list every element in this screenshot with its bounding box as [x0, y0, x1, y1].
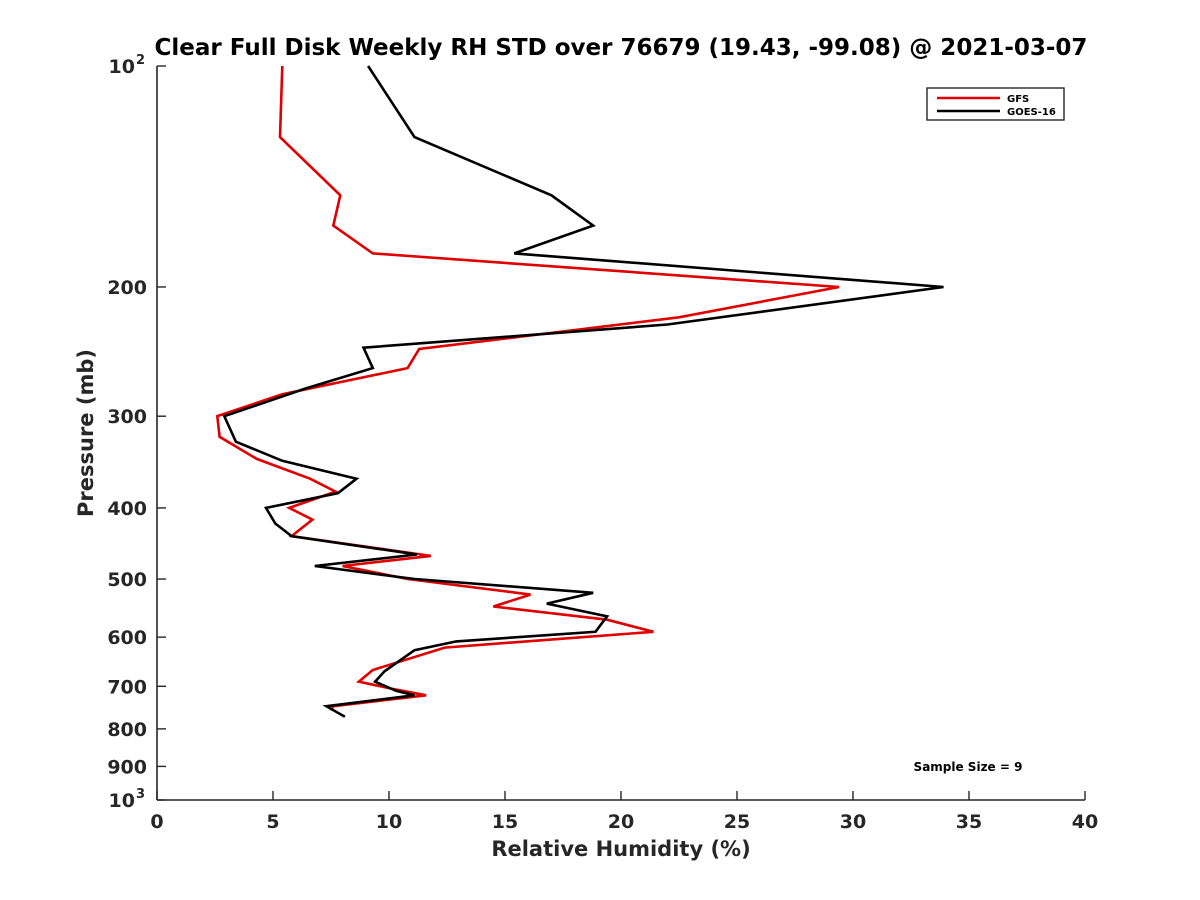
legend-label-gfs: GFS: [1007, 94, 1029, 105]
y-tick-label: 700: [107, 676, 147, 698]
y-tick-label: 900: [107, 756, 147, 778]
legend-box: [926, 87, 1065, 121]
series-line-gfs: [215, 65, 840, 712]
legend-label-goes-16: GOES-16: [1007, 107, 1056, 118]
x-tick-label: 0: [150, 811, 163, 833]
y-tick-exponent: 2: [136, 53, 145, 68]
y-tick-label: 800: [107, 719, 147, 741]
x-tick-label: 25: [724, 811, 750, 833]
x-tick-label: 20: [608, 811, 634, 833]
series-line-goes-16: [222, 65, 944, 718]
y-axis-label: Pressure (mb): [74, 349, 98, 517]
y-tick-label: 500: [107, 569, 147, 591]
y-tick-label: 600: [107, 627, 147, 649]
plot-area: [215, 65, 944, 718]
x-axis-label: Relative Humidity (%): [491, 837, 750, 861]
sample-size-annotation: Sample Size = 9: [914, 760, 1023, 774]
x-tick-label: 35: [956, 811, 982, 833]
x-tick-label: 40: [1072, 811, 1098, 833]
y-tick-label: 300: [107, 406, 147, 428]
y-tick-exponent: 3: [136, 787, 145, 802]
chart-title: Clear Full Disk Weekly RH STD over 76679…: [155, 35, 1088, 61]
y-tick-label: 10: [109, 56, 135, 78]
x-axis: 0 5 10 15 20 25 30 35 40: [150, 791, 1098, 833]
y-tick-label: 10: [109, 790, 135, 812]
legend: GFS GOES-16: [926, 87, 1065, 121]
y-tick-label: 200: [107, 277, 147, 299]
x-tick-label: 10: [376, 811, 402, 833]
y-tick-label: 400: [107, 498, 147, 520]
x-tick-label: 15: [492, 811, 518, 833]
x-tick-label: 30: [840, 811, 866, 833]
x-tick-label: 5: [266, 811, 279, 833]
